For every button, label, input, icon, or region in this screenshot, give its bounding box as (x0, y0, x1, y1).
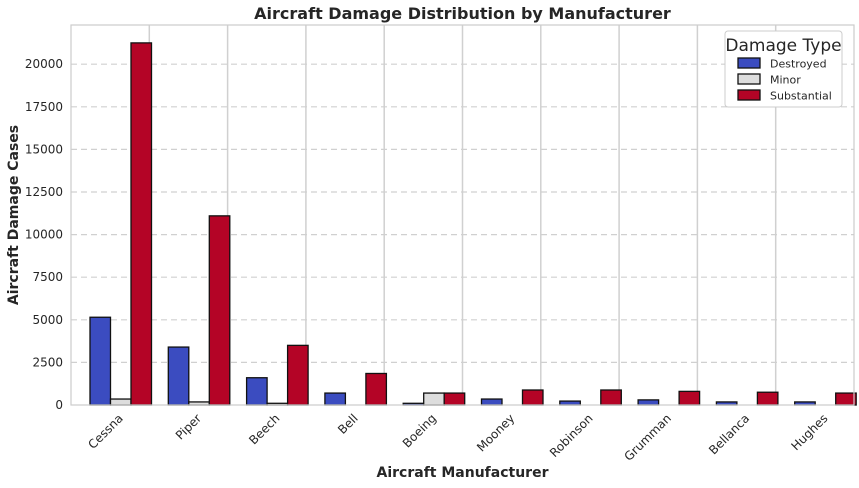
bar-substantial-beech (286, 344, 309, 406)
legend-label-destroyed: Destroyed (770, 58, 827, 71)
bar-substantial-piper (208, 215, 231, 406)
legend-swatch-minor (737, 73, 761, 85)
bar-substantial-boeing (443, 392, 466, 406)
bar-destroyed-beech (245, 377, 268, 406)
x-axis-title: Aircraft Manufacturer (377, 465, 549, 481)
y-tick-label: 17500 (25, 100, 63, 114)
bar-destroyed-grumman (637, 399, 660, 406)
plot-frame (70, 24, 855, 406)
legend-swatch-substantial (737, 89, 761, 101)
y-tick-label: 7500 (32, 270, 63, 284)
bar-minor-cessna (109, 398, 132, 406)
bar-substantial-grumman (678, 390, 701, 406)
bar-destroyed-piper (167, 346, 190, 406)
legend-box (724, 30, 843, 108)
legend-title: Damage Type (725, 36, 841, 56)
legend-label-minor: Minor (770, 74, 801, 87)
bar-destroyed-bell (324, 392, 347, 406)
bar-substantial-mooney (521, 389, 544, 406)
legend-label-substantial: Substantial (770, 90, 832, 103)
y-tick-label: 15000 (25, 142, 63, 156)
chart-title: Aircraft Damage Distribution by Manufact… (254, 4, 671, 23)
bar-substantial-cessna (130, 42, 153, 406)
bar-minor-boeing (423, 392, 445, 406)
bar-substantial-bell (365, 372, 388, 406)
bar-destroyed-cessna (89, 316, 112, 406)
y-tick-label: 12500 (25, 185, 63, 199)
y-axis-ticks: 0 2500 5000 7500 10000 12500 15000 17500 20000 (25, 57, 63, 412)
y-tick-label: 10000 (25, 228, 63, 242)
y-tick-label: 0 (55, 398, 63, 412)
y-tick-label: 5000 (32, 313, 63, 327)
bar-substantial-robinson (600, 389, 622, 406)
legend-swatch-destroyed (737, 57, 761, 69)
bar-substantial-hughes (835, 392, 857, 406)
bar-destroyed-mooney (480, 398, 503, 406)
legend: Damage Type Destroyed Minor Substantial (724, 30, 843, 108)
y-tick-label: 2500 (32, 355, 63, 369)
bar-substantial-bellanca (756, 391, 779, 406)
legend-items: Destroyed Minor Substantial (737, 57, 832, 103)
y-tick-label: 20000 (25, 57, 63, 71)
y-axis-title: Aircraft Damage Cases (6, 125, 22, 305)
